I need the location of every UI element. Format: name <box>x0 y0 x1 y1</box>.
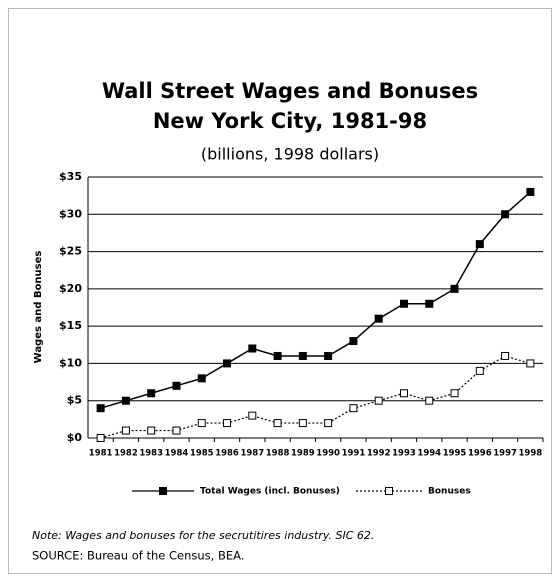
marker <box>501 351 510 360</box>
legend-label: Bonuses <box>428 487 471 497</box>
y-tick-label: $35 <box>59 170 82 183</box>
marker <box>298 419 307 428</box>
x-tick-label: 1984 <box>165 449 189 459</box>
x-tick-label: 1988 <box>266 449 290 459</box>
x-tick-label: 1986 <box>215 449 239 459</box>
y-tick-label: $15 <box>59 319 82 332</box>
marker <box>96 434 105 442</box>
series-line <box>100 355 531 439</box>
y-tick-label: $5 <box>67 394 82 407</box>
marker <box>475 366 484 375</box>
legend-marker <box>385 487 393 495</box>
marker <box>425 299 434 308</box>
marker <box>399 299 408 308</box>
marker <box>324 351 333 360</box>
marker <box>147 426 156 435</box>
marker <box>273 419 282 428</box>
marker <box>298 351 307 360</box>
x-tick-label: 1982 <box>114 449 138 459</box>
marker <box>147 389 156 398</box>
marker <box>172 381 181 390</box>
marker <box>172 426 181 435</box>
x-tick-label: 1997 <box>493 449 517 459</box>
marker <box>526 359 535 368</box>
marker <box>374 314 383 323</box>
x-tick-label: 1991 <box>342 449 366 459</box>
marker <box>273 351 282 360</box>
marker <box>197 374 206 383</box>
chart-title: Wall Street Wages and Bonuses <box>102 79 478 103</box>
marker <box>475 240 484 249</box>
marker <box>223 419 232 428</box>
marker <box>501 210 510 219</box>
frame <box>8 8 552 574</box>
marker <box>248 344 257 353</box>
x-tick-label: 1990 <box>316 449 340 459</box>
marker <box>450 284 459 293</box>
x-tick-label: 1989 <box>291 449 315 459</box>
x-tick-label: 1994 <box>417 449 441 459</box>
marker <box>324 419 333 428</box>
x-tick-label: 1992 <box>367 449 391 459</box>
y-tick-label: $10 <box>59 356 82 369</box>
marker <box>450 389 459 398</box>
marker <box>349 404 358 413</box>
marker <box>349 337 358 346</box>
legend-label: Total Wages (incl. Bonuses) <box>200 487 340 497</box>
marker <box>96 404 105 413</box>
chart-subtitle: (billions, 1998 dollars) <box>201 145 379 164</box>
x-tick-label: 1985 <box>190 449 214 459</box>
chart-title: New York City, 1981-98 <box>153 109 427 133</box>
y-tick-label: $25 <box>59 245 82 258</box>
marker <box>374 396 383 405</box>
marker <box>526 187 535 196</box>
x-tick-label: 1996 <box>468 449 492 459</box>
x-tick-label: 1981 <box>89 449 113 459</box>
marker <box>399 389 408 398</box>
series-line <box>100 191 531 409</box>
note: Note: Wages and bonuses for the secrutit… <box>32 529 374 542</box>
x-tick-label: 1995 <box>443 449 467 459</box>
marker <box>223 359 232 368</box>
x-tick-label: 1998 <box>519 449 543 459</box>
y-tick-label: $20 <box>59 282 82 295</box>
marker <box>121 396 130 405</box>
marker <box>197 419 206 428</box>
legend-marker <box>159 487 167 495</box>
marker <box>121 426 130 435</box>
x-tick-label: 1987 <box>240 449 264 459</box>
y-tick-label: $0 <box>67 431 83 444</box>
y-axis-label: Wages and Bonuses <box>33 251 44 364</box>
marker <box>425 396 434 405</box>
x-tick-label: 1983 <box>139 449 163 459</box>
x-tick-label: 1993 <box>392 449 416 459</box>
marker <box>248 411 257 420</box>
y-tick-label: $30 <box>59 207 82 220</box>
source: SOURCE: Bureau of the Census, BEA. <box>32 549 244 563</box>
